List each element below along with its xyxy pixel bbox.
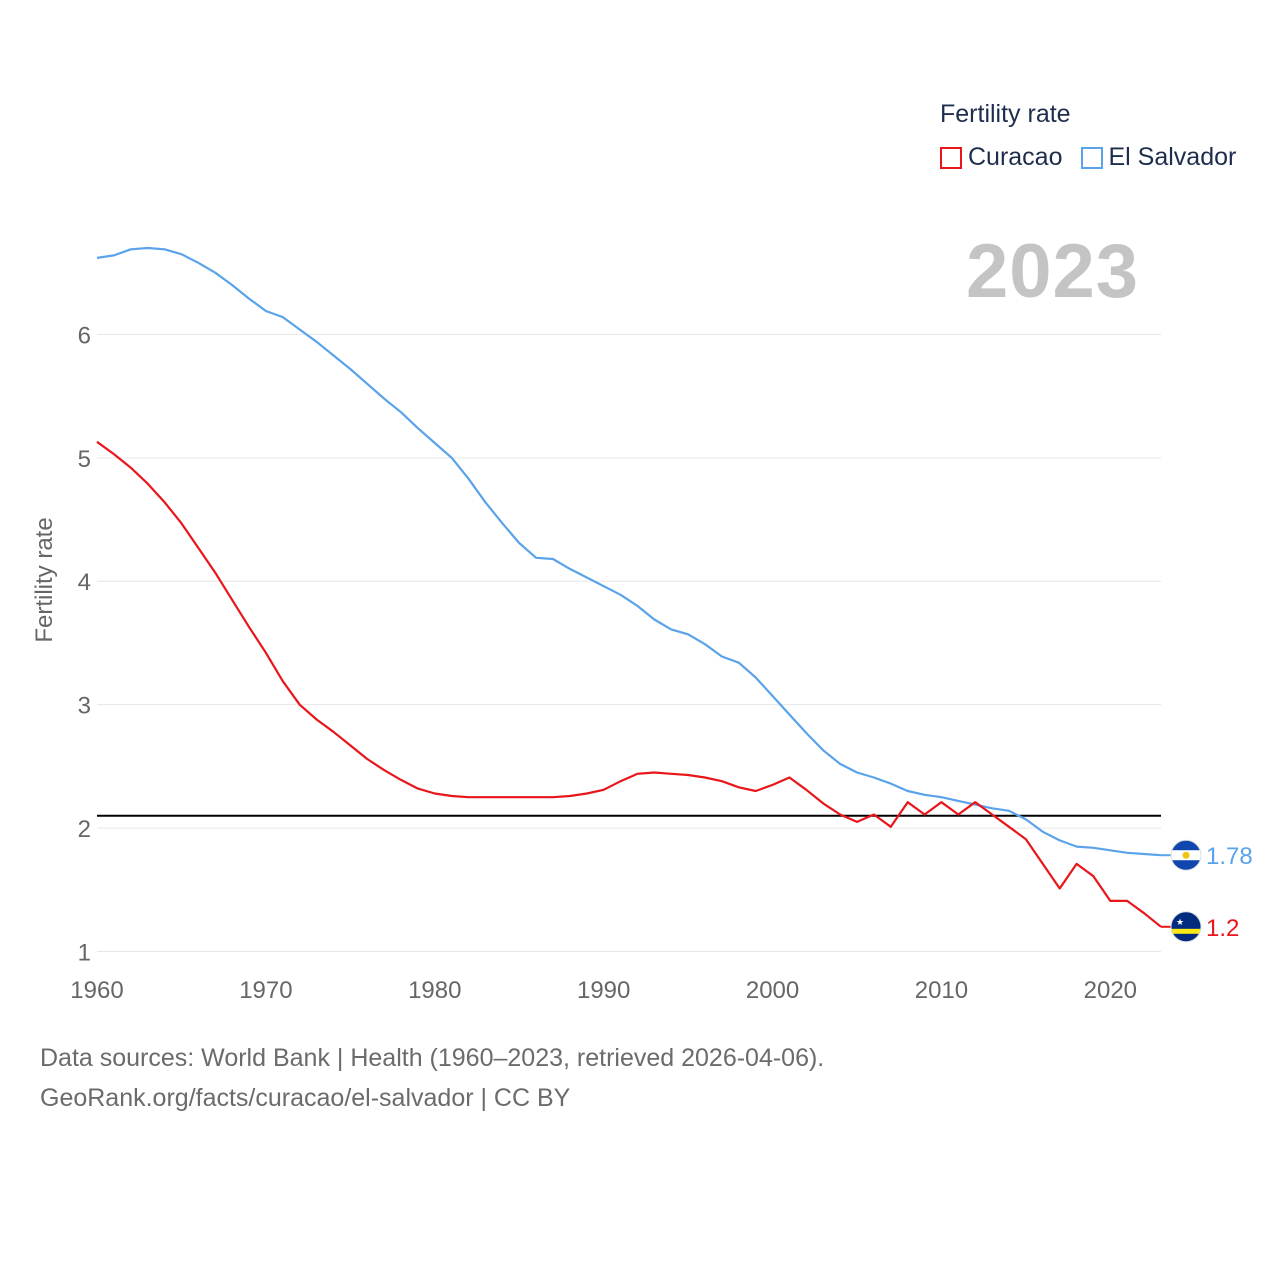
legend-item-el-salvador[interactable]: El Salvador <box>1080 143 1237 172</box>
grid-lines <box>97 333 1161 952</box>
legend-swatch-curacao <box>940 146 962 169</box>
legend-label-el-salvador: El Salvador <box>1108 143 1237 171</box>
y-tick-label: 4 <box>78 569 91 596</box>
x-tick-label: 2010 <box>915 977 968 1004</box>
end-markers: ★ 1.2 1.78 <box>1161 839 1253 943</box>
x-tick-label: 1970 <box>239 977 292 1004</box>
flag-icon-el-salvador <box>1170 839 1202 871</box>
series-lines <box>96 246 1162 928</box>
flag-icon-curacao: ★ <box>1170 911 1202 943</box>
y-axis: 1 2 3 4 5 6 <box>78 322 91 966</box>
x-axis: 1960 1970 1980 1990 2000 2010 2020 <box>70 977 1137 1004</box>
x-tick-label: 1960 <box>70 977 123 1004</box>
legend-label-curacao: Curacao <box>968 143 1063 171</box>
x-tick-label: 1980 <box>408 977 461 1004</box>
y-tick-label: 3 <box>78 693 91 720</box>
series-line-curacao <box>96 440 1162 928</box>
y-tick-label: 1 <box>78 939 91 966</box>
y-axis-label: Fertility rate <box>31 517 58 642</box>
y-tick-label: 6 <box>78 322 91 349</box>
end-value-curacao: 1.2 <box>1206 915 1239 942</box>
x-tick-label: 1990 <box>577 977 630 1004</box>
legend-swatch-el-salvador <box>1080 146 1103 169</box>
y-tick-label: 5 <box>78 446 91 473</box>
year-label: 2023 <box>966 229 1140 314</box>
star-icon: ★ <box>1176 917 1184 927</box>
footer-sources: Data sources: World Bank | Health (1960–… <box>40 1044 825 1072</box>
legend-item-curacao[interactable]: Curacao <box>940 143 1063 172</box>
legend: Curacao El Salvador <box>940 143 1254 172</box>
series-line-el-salvador <box>96 246 1162 857</box>
x-tick-label: 2020 <box>1084 977 1137 1004</box>
footer-link[interactable]: GeoRank.org/facts/curacao/el-salvador | … <box>40 1084 571 1112</box>
end-value-el-salvador: 1.78 <box>1206 843 1253 870</box>
x-tick-label: 2000 <box>746 977 799 1004</box>
legend-title: Fertility rate <box>940 100 1071 128</box>
y-tick-label: 2 <box>78 816 91 843</box>
